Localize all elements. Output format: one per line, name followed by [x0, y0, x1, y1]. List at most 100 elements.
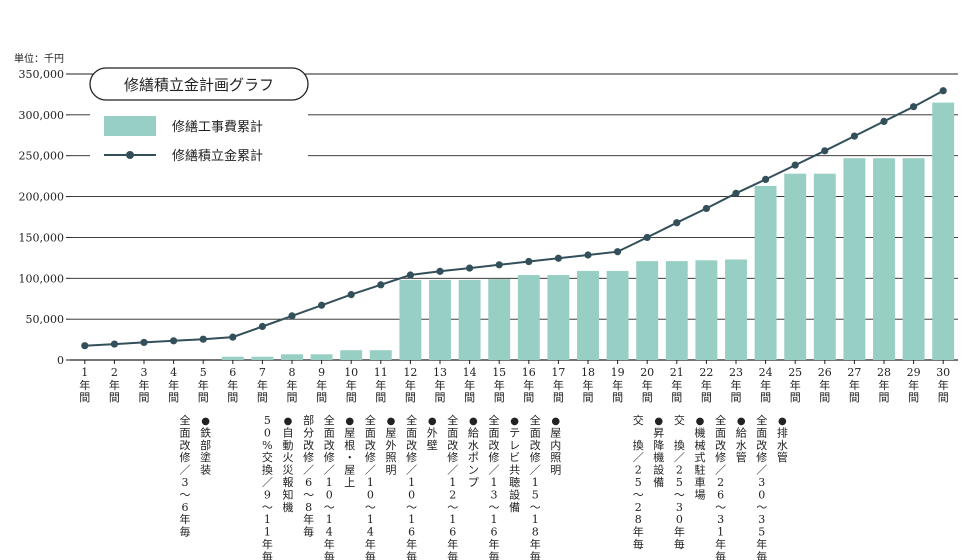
reserve-point-9 — [318, 301, 326, 309]
y-tick-label: 150,000 — [19, 231, 65, 244]
reserve-point-27 — [850, 132, 859, 140]
x-tick-number: 4 — [170, 366, 177, 379]
x-tick-number: 30 — [936, 366, 950, 379]
bar-8 — [281, 354, 303, 360]
x-tick-char: 年 — [819, 378, 830, 392]
x-tick-char: 年 — [523, 378, 534, 392]
reserve-point-22 — [702, 204, 711, 213]
x-tick-char: 年 — [435, 378, 446, 392]
reserve-point-25 — [791, 161, 799, 169]
bar-26 — [813, 173, 836, 360]
x-tick-char: 年 — [908, 378, 919, 392]
bar-14 — [458, 279, 481, 360]
annotation-6: ●屋根・屋上 — [344, 416, 355, 489]
reserve-point-12 — [406, 271, 414, 279]
reserve-point-24 — [762, 175, 770, 184]
line-series-layer — [81, 87, 947, 350]
x-tick-char: 年 — [79, 378, 90, 392]
y-tick-label: 200,000 — [19, 191, 65, 204]
bar-7 — [251, 356, 274, 360]
annotation-16: ●屋内照明 — [550, 416, 561, 477]
reserve-point-15 — [495, 261, 503, 269]
x-tick-char: 間 — [523, 391, 534, 404]
x-tick-char: 年 — [879, 378, 890, 392]
reserve-point-5 — [199, 335, 207, 343]
annotation-20: ●機械式駐車場 — [695, 416, 706, 501]
reserve-point-3 — [140, 338, 148, 347]
annotation-15: 全面改修／ 1 5 〜 1 8 年毎 — [530, 413, 541, 560]
reserve-point-26 — [821, 147, 829, 155]
bar-20 — [636, 261, 659, 360]
x-tick-char: 年 — [227, 378, 238, 392]
bar-11 — [369, 350, 392, 360]
y-tick-label: 100,000 — [19, 272, 65, 285]
x-tick-char: 年 — [760, 378, 771, 392]
x-tick-number: 20 — [640, 366, 654, 379]
x-tick-char: 間 — [464, 391, 475, 404]
legend-bar-swatch — [104, 116, 156, 136]
legend: 修繕工事費累計 修繕積立金累計 — [90, 106, 308, 170]
bar-28 — [873, 158, 895, 360]
x-tick-char: 年 — [168, 378, 179, 392]
x-tick-number: 26 — [818, 366, 832, 379]
x-tick-char: 間 — [849, 391, 860, 404]
annotation-24: ●排水管 — [777, 416, 788, 464]
x-tick-char: 年 — [494, 378, 505, 392]
reserve-point-1 — [81, 342, 89, 350]
reserve-point-30 — [939, 87, 947, 95]
y-tick-label: 250,000 — [19, 150, 65, 163]
annotation-9: 全面改修／ 1 0 〜 1 6 年毎 — [406, 413, 417, 560]
annotation-21: 全面改修／ 2 6 〜 3 1 年毎 — [715, 413, 726, 560]
x-tick-char: 年 — [139, 378, 150, 392]
x-tick-char: 間 — [227, 391, 238, 404]
x-tick-char: 間 — [760, 391, 771, 404]
x-tick-number: 15 — [492, 366, 506, 379]
y-tick-label: 300,000 — [19, 109, 65, 122]
x-tick-char: 年 — [316, 378, 327, 392]
x-tick-char: 間 — [346, 391, 357, 404]
x-tick-number: 17 — [551, 366, 565, 379]
y-tick-label: 350,000 — [19, 68, 65, 81]
x-tick-char: 年 — [731, 378, 742, 392]
x-tick-char: 間 — [494, 391, 505, 404]
x-tick-char: 年 — [701, 378, 712, 392]
x-tick-number: 11 — [374, 366, 388, 379]
x-tick-char: 年 — [642, 378, 653, 392]
x-tick-number: 8 — [289, 366, 296, 379]
reserve-point-8 — [288, 312, 296, 320]
x-tick-number: 12 — [403, 366, 417, 379]
x-tick-number: 16 — [522, 366, 536, 379]
item-annotations: 全面改修／ 3 〜 6 年毎 ●鉄部塗装 5 0 %交換／ 9 〜 1 1 年毎 ●自動火災報知機部分改修／… — [180, 413, 788, 560]
bar-30 — [932, 102, 955, 360]
x-tick-number: 5 — [200, 366, 207, 379]
x-tick-number: 3 — [141, 366, 148, 379]
x-tick-char: 年 — [671, 378, 682, 392]
bar-series-layer — [221, 102, 955, 360]
reserve-point-18 — [584, 251, 592, 259]
bar-23 — [725, 259, 747, 360]
x-tick-char: 間 — [701, 391, 712, 404]
bar-22 — [695, 260, 718, 360]
y-axis-ticks: 0 50,000 100,000 150,000 200,000 250,000 300,0… — [19, 68, 70, 367]
x-tick-char: 年 — [553, 378, 564, 392]
annotation-3: ●自動火災報知機 — [283, 416, 294, 514]
x-tick-number: 9 — [318, 366, 325, 379]
x-tick-char: 年 — [464, 378, 475, 392]
unit-label: 単位：千円 — [14, 52, 64, 65]
annotation-17: 交 換／ 2 5 〜 2 8 年毎 — [633, 413, 644, 551]
x-tick-char: 間 — [731, 391, 742, 404]
legend-bar-label: 修繕工事費累計 — [172, 119, 263, 135]
x-tick-char: 間 — [671, 391, 682, 404]
x-tick-char: 間 — [938, 391, 949, 404]
legend-line-label: 修繕積立金累計 — [172, 148, 263, 164]
y-tick-label: 50,000 — [26, 313, 65, 326]
x-tick-number: 7 — [259, 366, 266, 379]
x-tick-number: 22 — [699, 366, 713, 379]
bar-12 — [399, 279, 422, 360]
annotation-7: 全面改修／ 1 0 〜 1 4 年毎 — [365, 413, 376, 560]
reserve-point-20 — [643, 233, 651, 242]
x-tick-char: 間 — [287, 391, 298, 404]
reserve-point-2 — [110, 340, 118, 348]
